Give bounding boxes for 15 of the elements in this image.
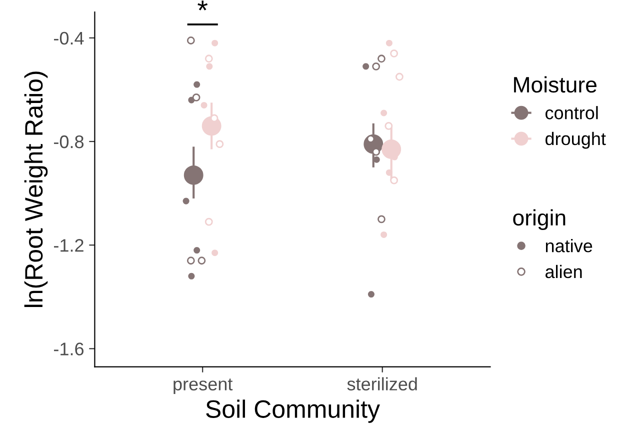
legend-label: control: [546, 106, 598, 120]
y-tick-label: -1.6: [54, 342, 84, 356]
legend-label: drought: [546, 132, 606, 149]
text: *: [198, 0, 208, 10]
text: Moisture: [514, 76, 596, 93]
y-tick-label: -1.2: [54, 239, 84, 252]
legend-label: native: [546, 239, 592, 252]
y-tick-label: -0.8: [54, 135, 84, 148]
x-tick-label: sterilized: [347, 377, 417, 390]
x-tick-label: present: [174, 378, 233, 394]
text: origin: [513, 209, 566, 230]
y-axis-title: ln(Root Weight Ratio): [24, 72, 48, 307]
y-tick-label: -0.4: [54, 32, 84, 45]
legend-label: alien: [546, 264, 582, 278]
x-axis-title: Soil Community: [206, 400, 380, 423]
